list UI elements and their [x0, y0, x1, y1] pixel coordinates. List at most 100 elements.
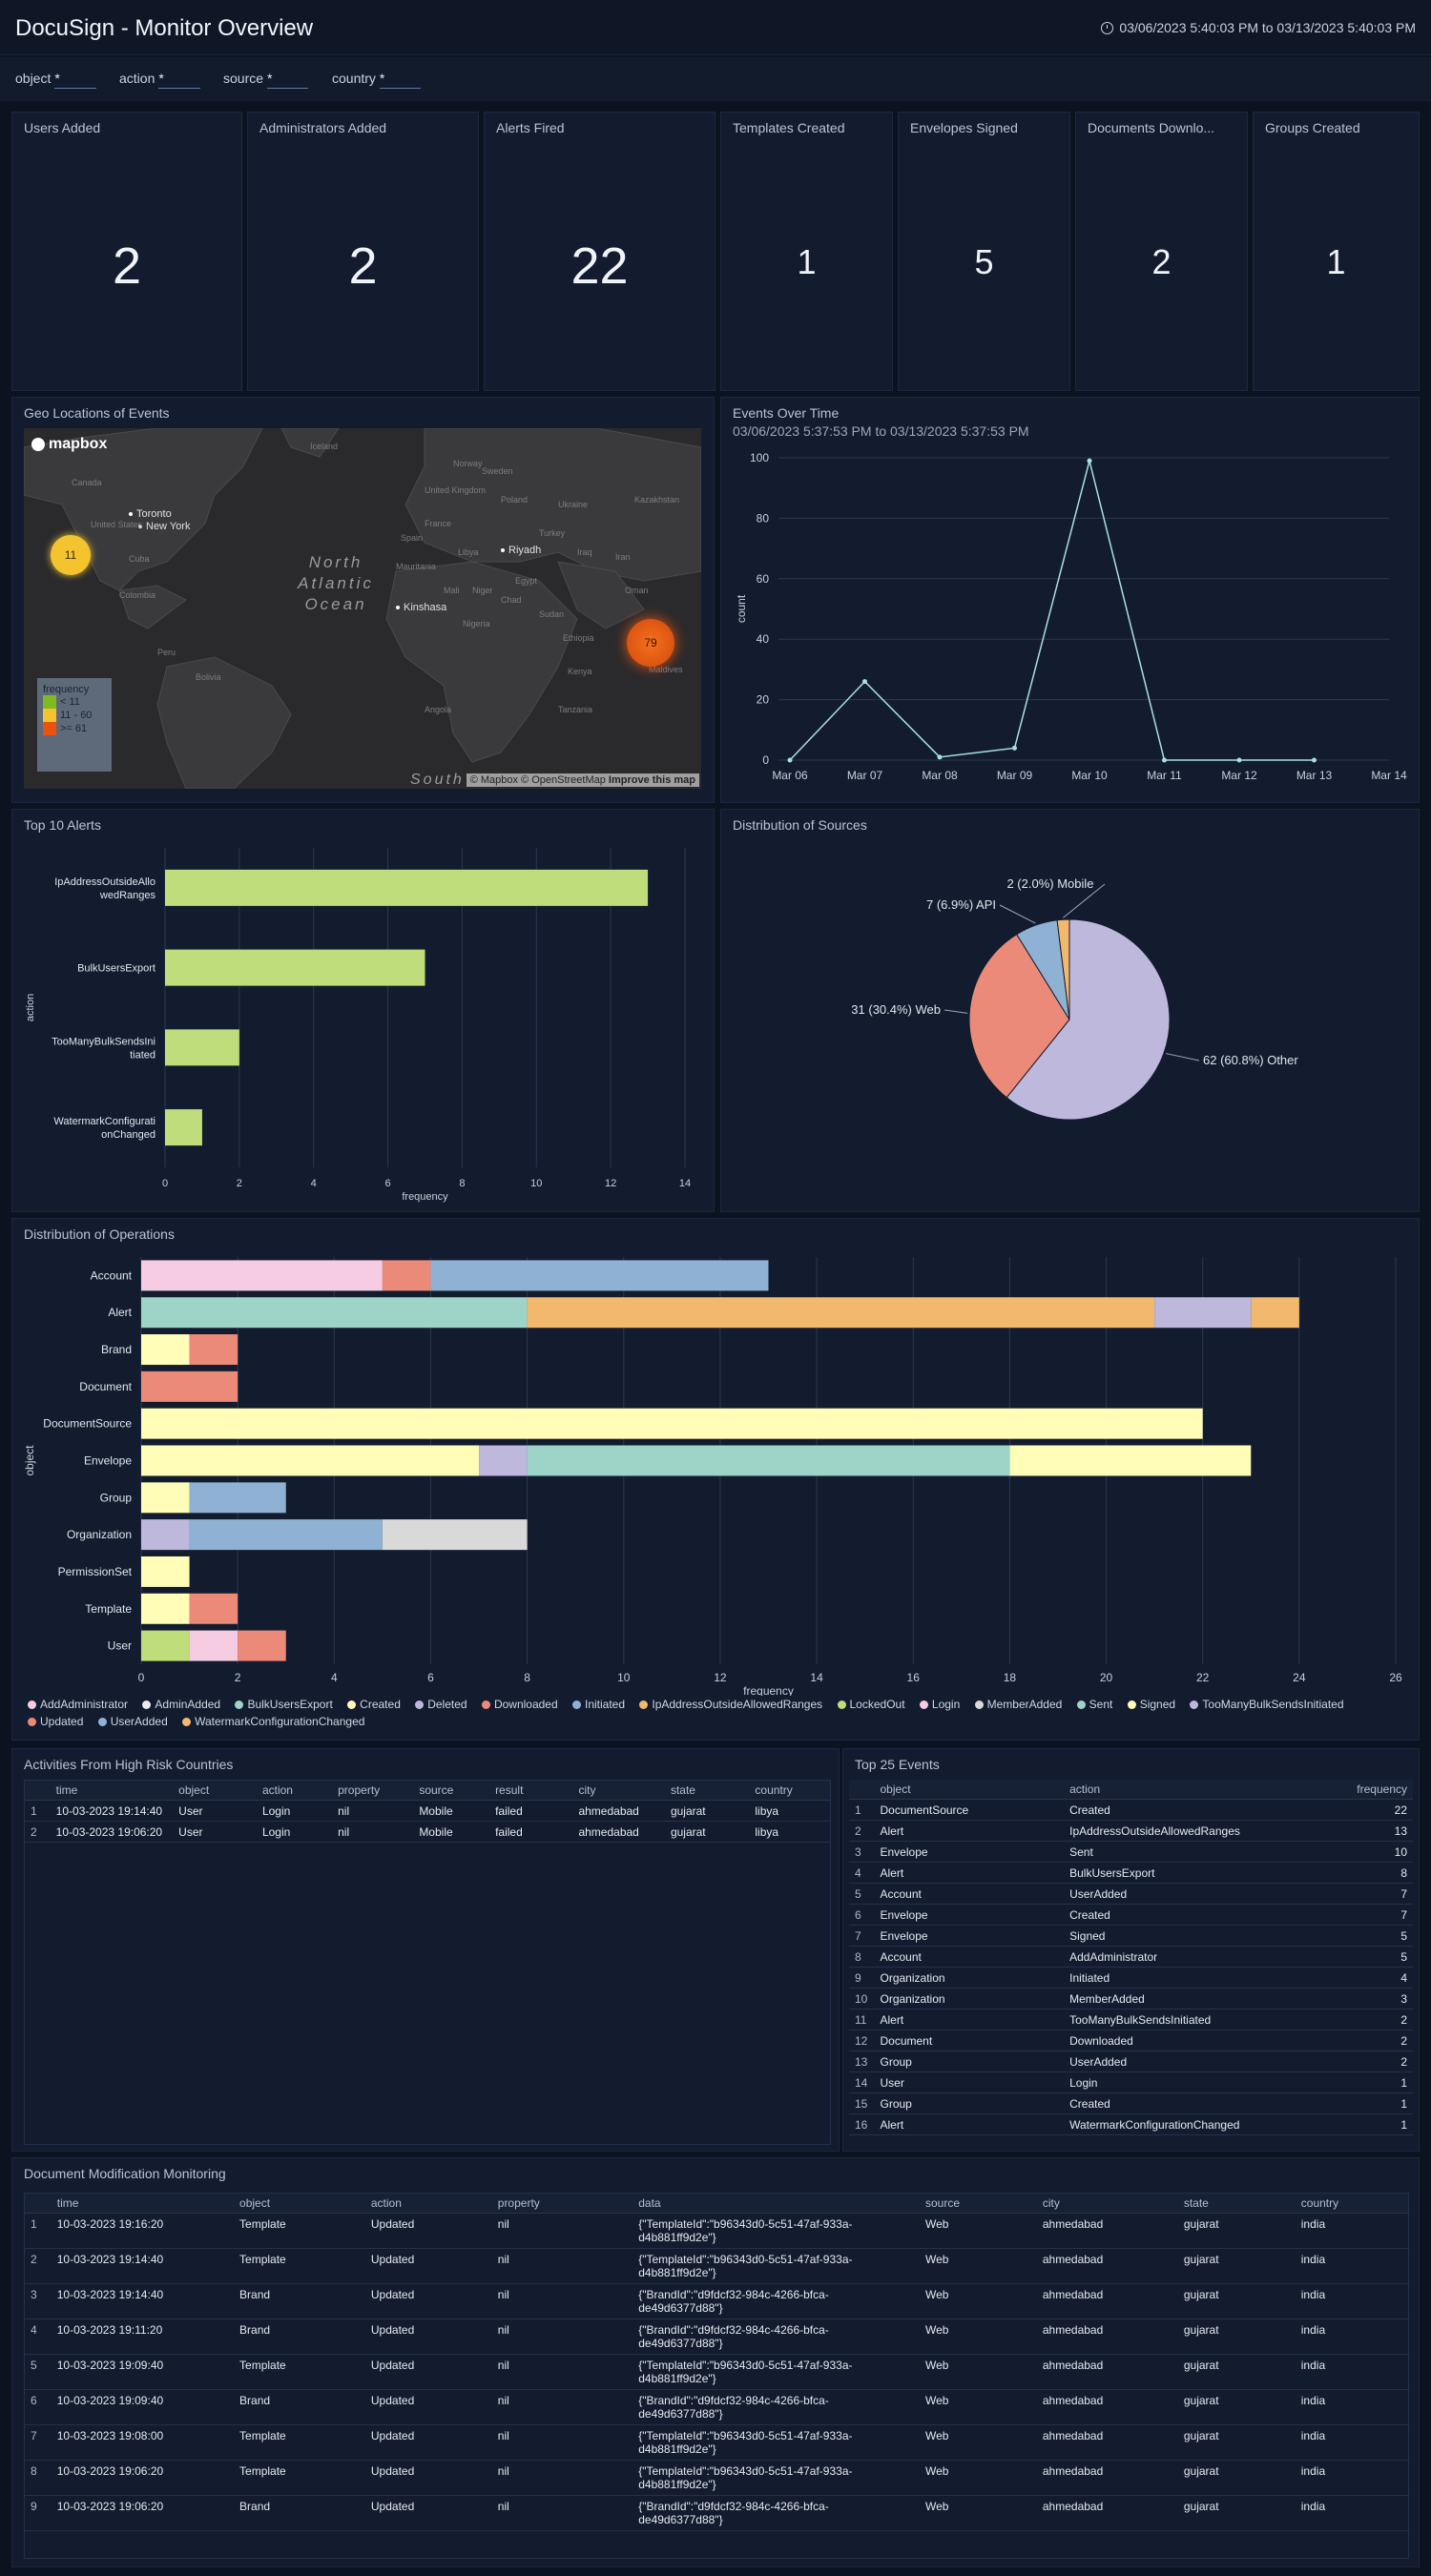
column-header[interactable]: city — [572, 1781, 665, 1801]
top25-table-frame[interactable]: object action frequency 1 DocumentSource Crea… — [849, 1780, 1413, 2145]
legend-item[interactable]: AdminAdded — [142, 1698, 220, 1711]
filter-country[interactable]: country * — [332, 71, 422, 89]
column-header[interactable]: frequency — [1313, 1780, 1413, 1800]
table-row[interactable]: 4 10-03-2023 19:11:20 Brand Updated nil {"Bra… — [25, 2318, 1408, 2355]
column-header[interactable]: property — [332, 1781, 414, 1801]
legend-item[interactable]: BulkUsersExport — [235, 1698, 333, 1711]
table-row[interactable]: 1 10-03-2023 19:14:40 User Login nil Mobile fa… — [25, 1800, 830, 1822]
legend-item[interactable]: Downloaded — [481, 1698, 558, 1711]
legend-item[interactable]: Signed — [1127, 1698, 1175, 1711]
map-attribution[interactable]: © Mapbox © OpenStreetMap Improve this ma… — [466, 773, 699, 787]
legend-item[interactable]: Updated — [28, 1715, 83, 1728]
table-row[interactable]: 1 10-03-2023 19:16:20 Template Updated nil {"… — [25, 2213, 1408, 2249]
filter-value[interactable]: * — [267, 71, 309, 89]
table-row[interactable]: 10 Organization MemberAdded 3 — [849, 1988, 1413, 2009]
table-row[interactable]: 8 10-03-2023 19:06:20 Template Updated nil {"… — [25, 2460, 1408, 2496]
y-tick-label: 20 — [757, 693, 770, 707]
improve-map-link[interactable]: Improve this map — [608, 774, 695, 786]
legend-dot — [837, 1700, 846, 1710]
legend-item[interactable]: Created — [347, 1698, 401, 1711]
table-row[interactable]: 5 10-03-2023 19:09:40 Template Updated nil {"… — [25, 2354, 1408, 2390]
filter-value[interactable]: * — [54, 71, 96, 89]
table-row[interactable]: 16 Alert WatermarkConfigurationChanged 1 — [849, 2113, 1413, 2135]
table-cell: gujarat — [1177, 2495, 1296, 2531]
panel-title: Top 25 Events — [855, 1757, 940, 1772]
table-row[interactable]: 8 Account AddAdministrator 5 — [849, 1946, 1413, 1968]
column-header[interactable]: state — [664, 1781, 750, 1801]
table-row[interactable]: 5 Account UserAdded 7 — [849, 1883, 1413, 1905]
table-row[interactable]: 4 Alert BulkUsersExport 8 — [849, 1862, 1413, 1884]
cluster-marker-79[interactable]: 79 — [627, 619, 674, 667]
table-row[interactable]: 6 10-03-2023 19:09:40 Brand Updated nil {"Bra… — [25, 2389, 1408, 2425]
cluster-marker-11[interactable]: 11 — [51, 535, 91, 575]
column-header[interactable]: country — [749, 1781, 830, 1801]
column-header[interactable]: object — [173, 1781, 257, 1801]
time-range-picker[interactable]: 03/06/2023 5:40:03 PM to 03/13/2023 5:40… — [1101, 20, 1416, 35]
column-header[interactable]: state — [1177, 2194, 1296, 2214]
filter-value[interactable]: * — [379, 71, 422, 89]
table-row[interactable]: 6 Envelope Created 7 — [849, 1904, 1413, 1926]
legend-item[interactable]: LockedOut — [837, 1698, 905, 1711]
column-header[interactable]: time — [51, 2194, 235, 2214]
table-cell: ahmedabad — [1036, 2354, 1178, 2390]
legend-item[interactable]: AddAdministrator — [28, 1698, 128, 1711]
column-header[interactable]: object — [874, 1780, 1065, 1800]
column-header[interactable]: data — [633, 2194, 920, 2214]
x-tick-label: 24 — [1293, 1671, 1306, 1684]
table-row[interactable]: 2 Alert IpAddressOutsideAllowedRanges 13 — [849, 1820, 1413, 1842]
column-header[interactable]: action — [1064, 1780, 1314, 1800]
table-row[interactable]: 9 Organization Initiated 4 — [849, 1967, 1413, 1989]
table-row[interactable]: 3 10-03-2023 19:14:40 Brand Updated nil {"Bra… — [25, 2283, 1408, 2319]
row-index: 16 — [849, 2113, 875, 2135]
column-header[interactable]: source — [413, 1781, 490, 1801]
legend-item[interactable]: Deleted — [415, 1698, 467, 1711]
table-row[interactable]: 2 10-03-2023 19:14:40 Template Updated nil {"… — [25, 2248, 1408, 2284]
table-cell: Brand — [234, 2495, 365, 2531]
legend-item[interactable]: MemberAdded — [974, 1698, 1062, 1711]
high-risk-panel: Activities From High Risk Countries time… — [11, 1748, 840, 2152]
column-header[interactable]: object — [234, 2194, 365, 2214]
filter-action[interactable]: action * — [119, 71, 200, 89]
legend-item[interactable]: Initiated — [572, 1698, 625, 1711]
table-row[interactable]: 14 User Login 1 — [849, 2071, 1413, 2093]
category-label: Brand — [101, 1343, 132, 1356]
column-header[interactable]: action — [256, 1781, 333, 1801]
filter-object[interactable]: object * — [15, 71, 96, 89]
legend-item[interactable]: TooManyBulkSendsInitiated — [1190, 1698, 1344, 1711]
table-row[interactable]: 12 Document Downloaded 2 — [849, 2030, 1413, 2051]
table-row[interactable]: 7 10-03-2023 19:08:00 Template Updated nil {"… — [25, 2424, 1408, 2461]
place-label: Canada — [72, 478, 102, 487]
attribution-text[interactable]: © Mapbox © OpenStreetMap — [469, 774, 606, 786]
column-header[interactable]: action — [364, 2194, 492, 2214]
table-cell: 13 — [1313, 1820, 1413, 1842]
column-header[interactable]: country — [1295, 2194, 1408, 2214]
panel-title: Activities From High Risk Countries — [24, 1757, 234, 1772]
legend-item[interactable]: UserAdded — [97, 1715, 168, 1728]
bar — [165, 1109, 202, 1146]
mapbox-logo: mapbox — [31, 436, 107, 453]
table-row[interactable]: 15 Group Created 1 — [849, 2092, 1413, 2114]
table-row[interactable]: 13 Group UserAdded 2 — [849, 2050, 1413, 2072]
filter-source[interactable]: source * — [223, 71, 309, 89]
column-header[interactable]: time — [50, 1781, 174, 1801]
legend-item[interactable]: Login — [919, 1698, 960, 1711]
table-row[interactable]: 9 10-03-2023 19:06:20 Brand Updated nil {"Bra… — [25, 2495, 1408, 2531]
land-eurasia — [404, 428, 701, 582]
legend-item[interactable]: Sent — [1076, 1698, 1112, 1711]
legend-item[interactable]: WatermarkConfigurationChanged — [182, 1715, 364, 1728]
column-header[interactable]: result — [489, 1781, 573, 1801]
table-row[interactable]: 11 Alert TooManyBulkSendsInitiated 2 — [849, 2009, 1413, 2030]
column-header[interactable]: property — [491, 2194, 633, 2214]
category-label: User — [108, 1639, 132, 1653]
column-header[interactable]: city — [1036, 2194, 1178, 2214]
doc-mod-table-frame[interactable]: time object action property data source city st… — [24, 2193, 1409, 2559]
column-header[interactable]: source — [919, 2194, 1037, 2214]
table-row[interactable]: 1 DocumentSource Created 22 — [849, 1799, 1413, 1821]
legend-item[interactable]: IpAddressOutsideAllowedRanges — [639, 1698, 822, 1711]
table-row[interactable]: 3 Envelope Sent 10 — [849, 1841, 1413, 1863]
filter-value[interactable]: * — [158, 71, 200, 89]
world-map[interactable]: mapbox North Atlantic Ocean South Toront… — [24, 428, 701, 789]
table-row[interactable]: 7 Envelope Signed 5 — [849, 1925, 1413, 1947]
table-row[interactable]: 2 10-03-2023 19:06:20 User Login nil Mobile fa… — [25, 1821, 830, 1843]
header-bar: DocuSign - Monitor Overview 03/06/2023 5… — [0, 0, 1431, 55]
